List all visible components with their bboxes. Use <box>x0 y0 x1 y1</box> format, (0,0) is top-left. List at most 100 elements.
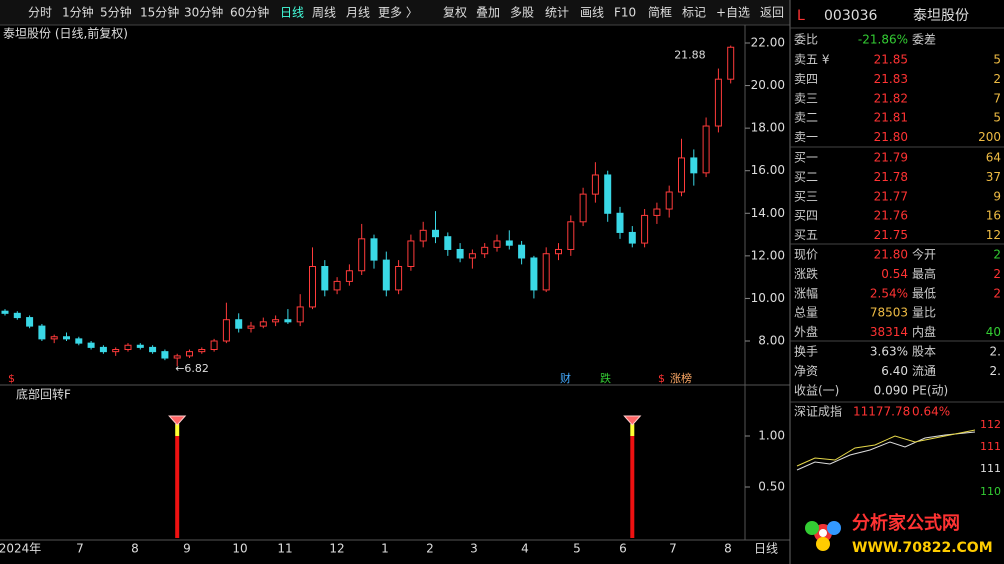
candle-body <box>542 253 550 291</box>
stat-label: 总量 <box>794 306 818 320</box>
candle-body <box>284 319 292 323</box>
candle-body <box>604 174 612 214</box>
candle-body <box>628 231 636 244</box>
toolbar-button[interactable]: 分时 <box>28 6 52 20</box>
stat-value: 2 <box>993 286 1001 300</box>
candle-body <box>345 270 353 282</box>
book-price: 21.80 <box>874 130 908 144</box>
x-tick-label: 9 <box>183 542 191 556</box>
book-volume: 16 <box>986 209 1001 223</box>
candle-body <box>124 344 132 351</box>
y-tick-label: 1.00 <box>758 429 785 443</box>
book-price: 21.78 <box>874 170 908 184</box>
book-volume: 37 <box>986 170 1001 184</box>
stat-label: 最高 <box>912 266 936 281</box>
stat-label: 换手 <box>794 345 818 359</box>
x-tick-label: 2 <box>426 542 434 556</box>
y-tick-label: 20.00 <box>751 78 785 92</box>
low-label: ←6.82 <box>175 362 209 375</box>
index-name: 深证成指 <box>794 404 842 419</box>
stat-label: 最低 <box>912 286 936 300</box>
high-label: 21.88 <box>674 49 706 62</box>
x-tick-label: 1 <box>381 542 389 556</box>
stat-label: 外盘 <box>794 324 818 339</box>
toolbar-button[interactable]: 日线 <box>280 6 304 20</box>
stat-label: 股本 <box>912 345 936 359</box>
toolbar-button[interactable]: 更多 〉 <box>378 6 418 20</box>
toolbar-button[interactable]: 简框 <box>648 6 672 20</box>
toolbar-button[interactable]: +自选 <box>716 6 750 20</box>
candle-body <box>149 346 157 353</box>
book-label: 买二 <box>794 170 818 184</box>
event-tag[interactable]: $ <box>658 372 665 385</box>
candle-body <box>665 191 673 210</box>
chart-title: 泰坦股份 (日线,前复权) <box>3 26 128 41</box>
event-tag[interactable]: 涨榜 <box>670 371 692 385</box>
toolbar-button[interactable]: F10 <box>614 6 636 20</box>
book-price: 21.79 <box>874 151 908 165</box>
candle-body <box>272 319 280 323</box>
stat-value: 2.54% <box>870 286 908 300</box>
logo-flower <box>816 537 830 551</box>
book-volume: 200 <box>978 130 1001 144</box>
logo-flower <box>805 521 819 535</box>
candle-body <box>653 208 661 216</box>
book-price: 21.76 <box>874 209 908 223</box>
index-axis-label: 111 <box>980 462 1001 475</box>
candle-body <box>198 349 206 353</box>
toolbar-button[interactable]: 周线 <box>312 6 336 20</box>
stat-value: 40 <box>986 325 1001 339</box>
candle-body <box>419 229 427 242</box>
toolbar-button[interactable]: 返回 <box>760 6 784 20</box>
x-tick-label: 3 <box>470 542 478 556</box>
index-line <box>796 429 976 467</box>
y-tick-label: 0.50 <box>758 480 785 494</box>
candle-body <box>296 306 304 323</box>
candle-body <box>456 248 464 259</box>
toolbar-button[interactable]: 15分钟 <box>140 5 179 20</box>
event-tag[interactable]: 财 <box>560 371 571 385</box>
quote-name: 泰坦股份 <box>913 8 969 24</box>
logo-flower <box>819 529 827 537</box>
candle-body <box>505 240 513 246</box>
candle-body <box>38 325 46 340</box>
toolbar-button[interactable]: 月线 <box>346 6 370 20</box>
y-tick-label: 16.00 <box>751 163 785 177</box>
stat-label: PE(动) <box>912 383 948 397</box>
book-label: 卖二 <box>794 111 818 125</box>
candle-body <box>382 259 390 291</box>
toolbar-button[interactable]: 画线 <box>580 6 604 20</box>
x-tick-label: 7 <box>76 542 84 556</box>
toolbar-button[interactable]: 5分钟 <box>100 5 132 20</box>
toolbar-button[interactable]: 统计 <box>545 6 569 20</box>
toolbar-button[interactable]: 30分钟 <box>184 5 223 20</box>
stat-value: 78503 <box>870 306 908 320</box>
y-tick-label: 12.00 <box>751 248 785 262</box>
toolbar-button[interactable]: 标记 <box>682 6 706 20</box>
event-tag[interactable]: $ <box>8 372 15 385</box>
candle-body <box>321 266 329 291</box>
stat-value: 3.63% <box>870 345 908 359</box>
toolbar-button[interactable]: 多股 <box>510 6 534 20</box>
row-label: 委差 <box>912 33 936 47</box>
book-volume: 7 <box>993 91 1001 105</box>
indicator-title: 底部回转F <box>16 387 71 402</box>
toolbar-button[interactable]: 叠加 <box>476 6 500 20</box>
book-label: 卖一 <box>794 130 818 144</box>
stat-value: 0.090 <box>874 383 908 397</box>
event-tag[interactable]: 跌 <box>600 371 611 385</box>
book-volume: 64 <box>986 151 1001 165</box>
candle-body <box>112 349 120 353</box>
toolbar-button[interactable]: 1分钟 <box>62 5 94 20</box>
book-label: 卖四 <box>794 72 818 86</box>
candle-body <box>395 266 403 291</box>
y-tick-label: 22.00 <box>751 36 785 50</box>
candle-body <box>63 336 70 340</box>
toolbar-button[interactable]: 复权 <box>443 6 467 20</box>
y-tick-label: 18.00 <box>751 121 785 135</box>
stat-value: 38314 <box>870 325 908 339</box>
candle-body <box>579 193 587 223</box>
toolbar-button[interactable]: 60分钟 <box>230 5 269 20</box>
signal-icon <box>623 415 642 426</box>
